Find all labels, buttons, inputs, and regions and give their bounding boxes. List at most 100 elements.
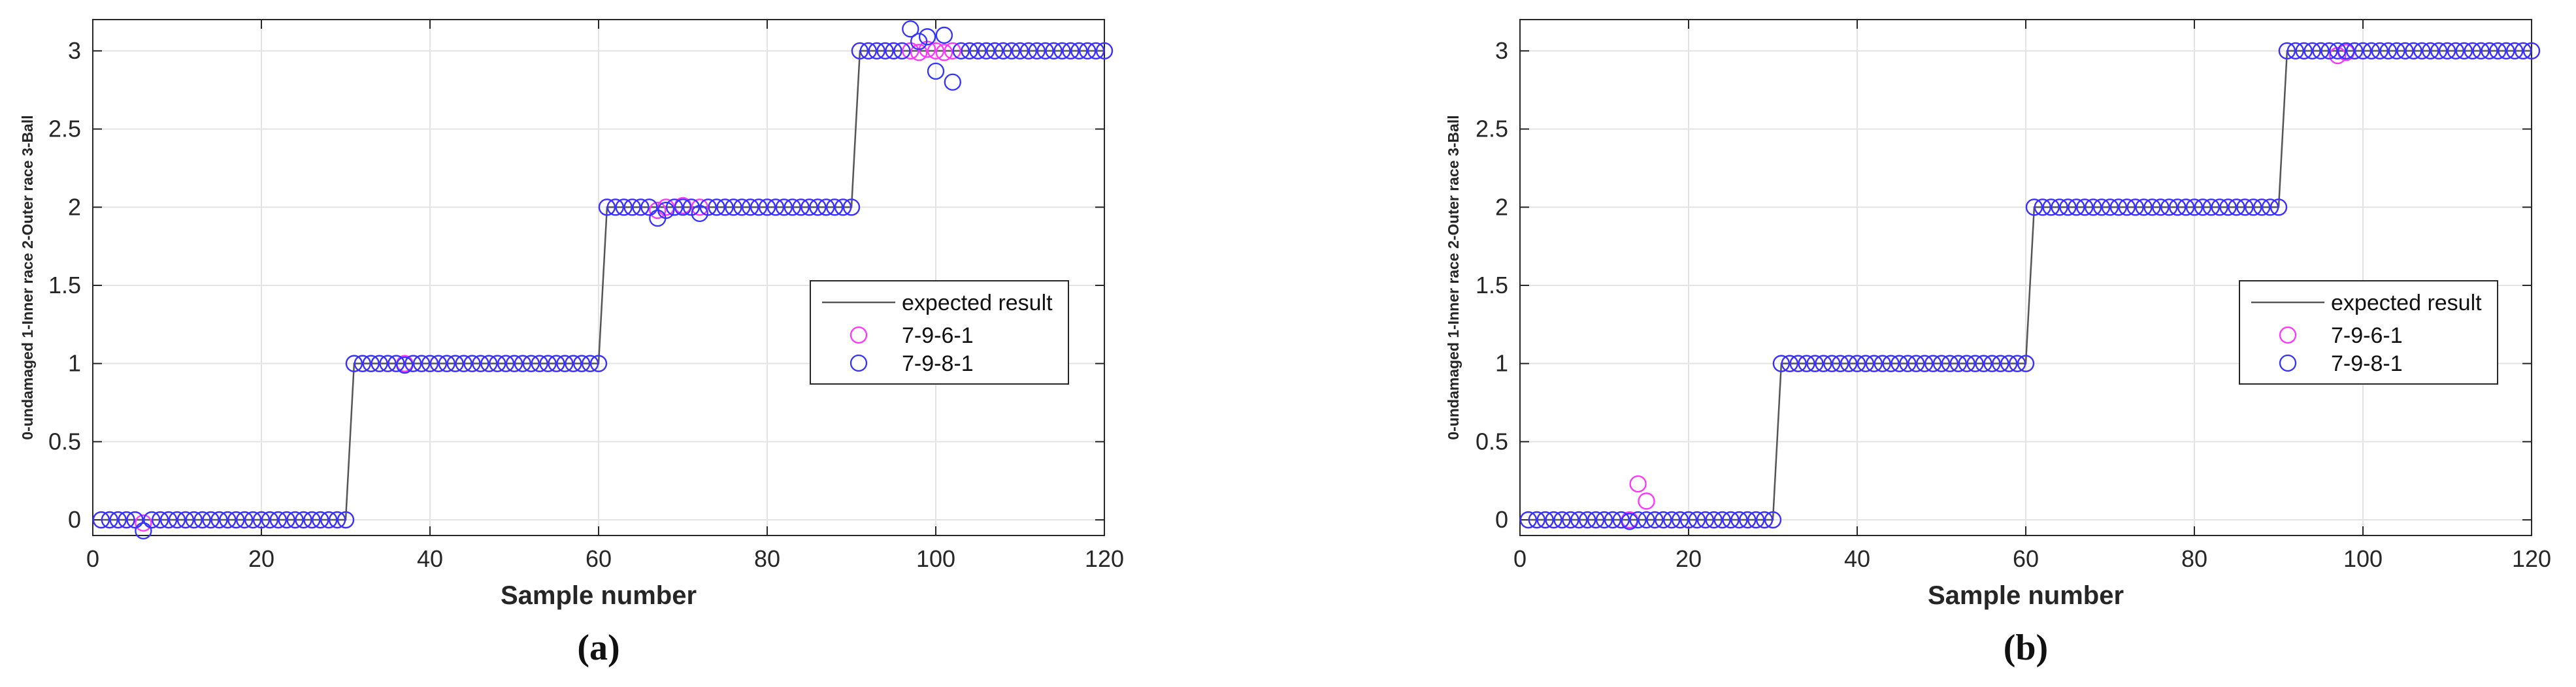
legend-label: 7-9-8-1 (902, 351, 974, 376)
data-point (893, 42, 911, 60)
data-point (514, 355, 532, 372)
data-point (665, 199, 684, 216)
data-point (2413, 42, 2431, 60)
data-point (2514, 42, 2532, 60)
data-point (92, 511, 110, 529)
data-point (497, 355, 515, 372)
y-tick-label: 2 (68, 193, 81, 220)
data-point (2455, 42, 2473, 60)
data-point (1815, 355, 1832, 372)
data-point (716, 199, 734, 216)
x-tick-label: 120 (2512, 545, 2551, 572)
data-point (2126, 199, 2144, 216)
data-point (1638, 492, 1655, 510)
data-point (1992, 355, 2009, 372)
y-tick-label: 0.5 (1476, 428, 1508, 455)
y-tick-label: 2.5 (48, 116, 81, 142)
data-point (152, 511, 169, 529)
data-point (1899, 355, 1917, 372)
data-point (640, 199, 658, 216)
data-point (489, 355, 506, 372)
y-tick-label: 0.5 (48, 428, 81, 455)
data-point (1798, 355, 1815, 372)
data-point (2000, 355, 2018, 372)
data-point (589, 355, 608, 372)
data-point (2118, 199, 2136, 216)
data-point (236, 511, 254, 529)
data-point (1062, 42, 1080, 60)
legend-marker-swatch (850, 326, 868, 344)
data-point (354, 355, 371, 372)
data-point (691, 199, 708, 216)
data-point (2371, 42, 2388, 60)
data-point (2438, 42, 2456, 60)
data-point (371, 355, 388, 372)
x-tick-label: 40 (417, 545, 443, 572)
data-point (1095, 42, 1114, 60)
data-point (2025, 199, 2043, 216)
data-point (1070, 42, 1088, 60)
legend-label: expected result (2331, 291, 2482, 315)
y-tick-label: 0 (1495, 506, 1508, 533)
data-point (986, 42, 1004, 60)
y-tick-label: 1.5 (48, 272, 81, 298)
data-point (1713, 511, 1731, 529)
data-point (2481, 42, 2498, 60)
data-point (2506, 42, 2524, 60)
data-point (2312, 42, 2330, 60)
data-point (699, 199, 717, 216)
data-point (935, 26, 953, 44)
data-point (1519, 511, 1538, 529)
data-point (219, 511, 237, 529)
x-tick-label: 0 (86, 545, 99, 572)
data-point (135, 522, 152, 539)
data-point (632, 199, 650, 216)
y-tick-label: 2 (1495, 193, 1508, 220)
y-axis-label: 0-undamaged 1-Inner race 2-Outer race 3-… (1445, 115, 1462, 439)
data-point (1087, 42, 1105, 60)
data-point (193, 511, 211, 529)
data-point (556, 355, 574, 372)
data-point (1832, 355, 1849, 372)
data-point (1595, 511, 1613, 529)
data-point (2388, 42, 2405, 60)
data-point (286, 511, 304, 529)
data-point (2329, 46, 2347, 65)
data-point (2194, 199, 2212, 216)
data-point (412, 355, 431, 372)
data-point (902, 20, 919, 38)
data-point (1823, 355, 1841, 372)
data-point (2472, 42, 2490, 60)
data-point (185, 511, 203, 529)
data-point (548, 355, 565, 372)
data-point (1553, 511, 1571, 529)
data-point (1806, 355, 1824, 372)
data-point (1671, 511, 1689, 529)
data-point (312, 511, 329, 529)
data-point (126, 511, 144, 529)
data-point (1924, 355, 1942, 372)
data-point (2245, 199, 2262, 216)
series-7-9-8-1 (1519, 42, 2541, 530)
data-point (1874, 355, 1891, 372)
x-tick-label: 120 (1085, 545, 1124, 572)
data-point (2202, 199, 2220, 216)
legend-label: expected result (902, 291, 1053, 315)
data-point (2051, 199, 2068, 216)
data-point (1629, 511, 1647, 529)
data-point (792, 199, 810, 216)
data-point (1865, 355, 1883, 372)
data-point (261, 511, 279, 529)
data-point (159, 511, 178, 529)
data-point (278, 511, 295, 529)
data-point (388, 355, 405, 372)
data-point (118, 511, 135, 529)
data-point (2042, 199, 2060, 216)
data-point (775, 199, 793, 216)
series-line-expected-result (1528, 50, 2532, 521)
data-point (1002, 42, 1021, 60)
data-point (674, 199, 692, 216)
data-point (565, 355, 582, 372)
data-point (927, 42, 945, 60)
data-point (2329, 42, 2347, 60)
